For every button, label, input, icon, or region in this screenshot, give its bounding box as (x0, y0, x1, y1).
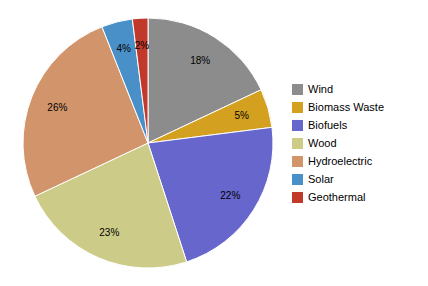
html-text:Solar: Solar (308, 173, 334, 185)
svg-text:22%: 22% (220, 190, 240, 201)
svg-text:4%: 4% (117, 43, 132, 54)
html-text:Wood: Wood (308, 137, 337, 149)
html-text:Biofuels: Biofuels (308, 119, 348, 131)
html-text:Hydroelectric: Hydroelectric (308, 155, 373, 167)
svg-text:18%: 18% (190, 55, 210, 66)
html-text:Geothermal: Geothermal (308, 191, 366, 203)
svg-text:2%: 2% (135, 40, 150, 51)
html-text:Biomass Waste: Biomass Waste (308, 101, 384, 113)
svg-text:5%: 5% (234, 110, 249, 121)
html-text:Wind: Wind (308, 83, 334, 95)
svg-text:26%: 26% (47, 102, 67, 113)
svg-text:23%: 23% (99, 227, 119, 238)
